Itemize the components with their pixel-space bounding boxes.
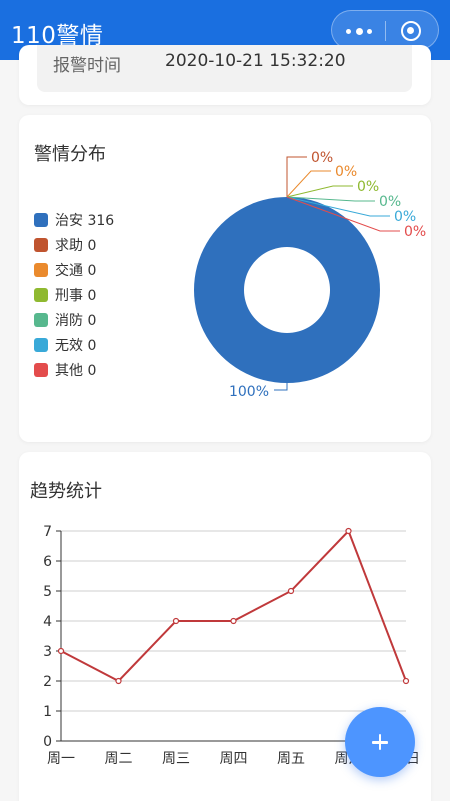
x-tick-label: 周三: [162, 751, 190, 767]
distribution-pie-chart: 100%0%0%0%0%0%0%: [193, 150, 426, 400]
legend-swatch: [34, 262, 48, 277]
trend-title: 趋势统计: [30, 481, 102, 502]
trend-card: 趋势统计 01234567周一周二周三周四周五周六周日: [19, 452, 431, 801]
data-point[interactable]: [172, 617, 180, 625]
more-dots-icon[interactable]: [346, 22, 372, 40]
legend-item[interactable]: 交通 0: [34, 257, 114, 282]
data-point[interactable]: [402, 677, 410, 685]
legend-item[interactable]: 消防 0: [34, 307, 114, 332]
slice-label: 0%: [357, 179, 379, 195]
slice-label: 0%: [404, 224, 426, 240]
slice-label-line: [286, 170, 331, 198]
legend-swatch: [34, 312, 48, 327]
y-tick-label: 3: [43, 644, 52, 660]
slice-label-line: [274, 382, 288, 391]
data-point[interactable]: [230, 617, 237, 625]
legend-item[interactable]: 无效 0: [34, 332, 114, 357]
slice-label: 0%: [311, 150, 333, 166]
alarm-time-label: 报警时间: [53, 56, 121, 76]
x-tick-label: 周四: [220, 751, 248, 767]
slice-label-line: [286, 196, 375, 202]
data-point[interactable]: [345, 527, 352, 535]
legend-label: 交通 0: [55, 262, 97, 279]
data-point[interactable]: [57, 647, 65, 655]
legend-item[interactable]: 治安 316: [34, 207, 114, 232]
slice-label: 100%: [229, 384, 269, 400]
add-button[interactable]: [345, 707, 415, 777]
pie-slice[interactable]: [193, 197, 380, 384]
slice-label: 0%: [394, 209, 416, 225]
slice-label: 0%: [379, 194, 401, 210]
legend-swatch: [34, 237, 48, 252]
x-tick-label: 周二: [105, 751, 133, 767]
y-tick-label: 7: [43, 524, 52, 540]
legend-label: 其他 0: [55, 362, 97, 379]
slice-label: 0%: [335, 164, 357, 180]
target-circle-icon[interactable]: [401, 21, 421, 41]
legend-label: 无效 0: [55, 337, 97, 354]
legend-swatch: [34, 362, 48, 377]
alarm-time-value: 2020-10-21 15:32:20: [165, 51, 346, 71]
legend-label: 刑事 0: [55, 287, 97, 304]
legend-item[interactable]: 刑事 0: [34, 282, 114, 307]
slice-label-line: [286, 156, 307, 197]
distribution-card: 警情分布 治安 316 求助 0 交通 0 刑事 0 消防 0 无效 0 其他 0 100%…: [19, 115, 431, 442]
legend-swatch: [34, 212, 48, 227]
x-tick-label: 周一: [47, 751, 75, 767]
slice-label-line: [286, 196, 390, 217]
y-tick-label: 4: [43, 614, 52, 630]
mini-program-capsule: [331, 10, 439, 50]
pie-legend: 治安 316 求助 0 交通 0 刑事 0 消防 0 无效 0 其他 0: [34, 207, 114, 382]
capsule-divider: [385, 21, 386, 41]
slice-label-line: [286, 185, 353, 198]
y-tick-label: 2: [43, 674, 52, 690]
legend-swatch: [34, 337, 48, 352]
legend-label: 消防 0: [55, 312, 97, 329]
distribution-title: 警情分布: [34, 144, 106, 165]
y-tick-label: 5: [43, 584, 52, 600]
y-tick-label: 6: [43, 554, 52, 570]
slice-label-line: [286, 196, 400, 232]
data-point[interactable]: [115, 677, 122, 685]
y-tick-label: 1: [43, 704, 52, 720]
page-title: 110警情: [11, 23, 104, 49]
legend-swatch: [34, 287, 48, 302]
legend-label: 求助 0: [55, 237, 97, 254]
alarm-time-row: 报警时间 2020-10-21 15:32:20: [37, 45, 412, 92]
legend-item[interactable]: 其他 0: [34, 357, 114, 382]
data-point[interactable]: [287, 587, 295, 595]
legend-item[interactable]: 求助 0: [34, 232, 114, 257]
alarm-info-card: 报警时间 2020-10-21 15:32:20: [19, 45, 431, 105]
legend-label: 治安 316: [55, 212, 115, 229]
x-tick-label: 周五: [277, 751, 305, 767]
series-line: [60, 529, 407, 683]
y-tick-label: 0: [43, 734, 52, 750]
